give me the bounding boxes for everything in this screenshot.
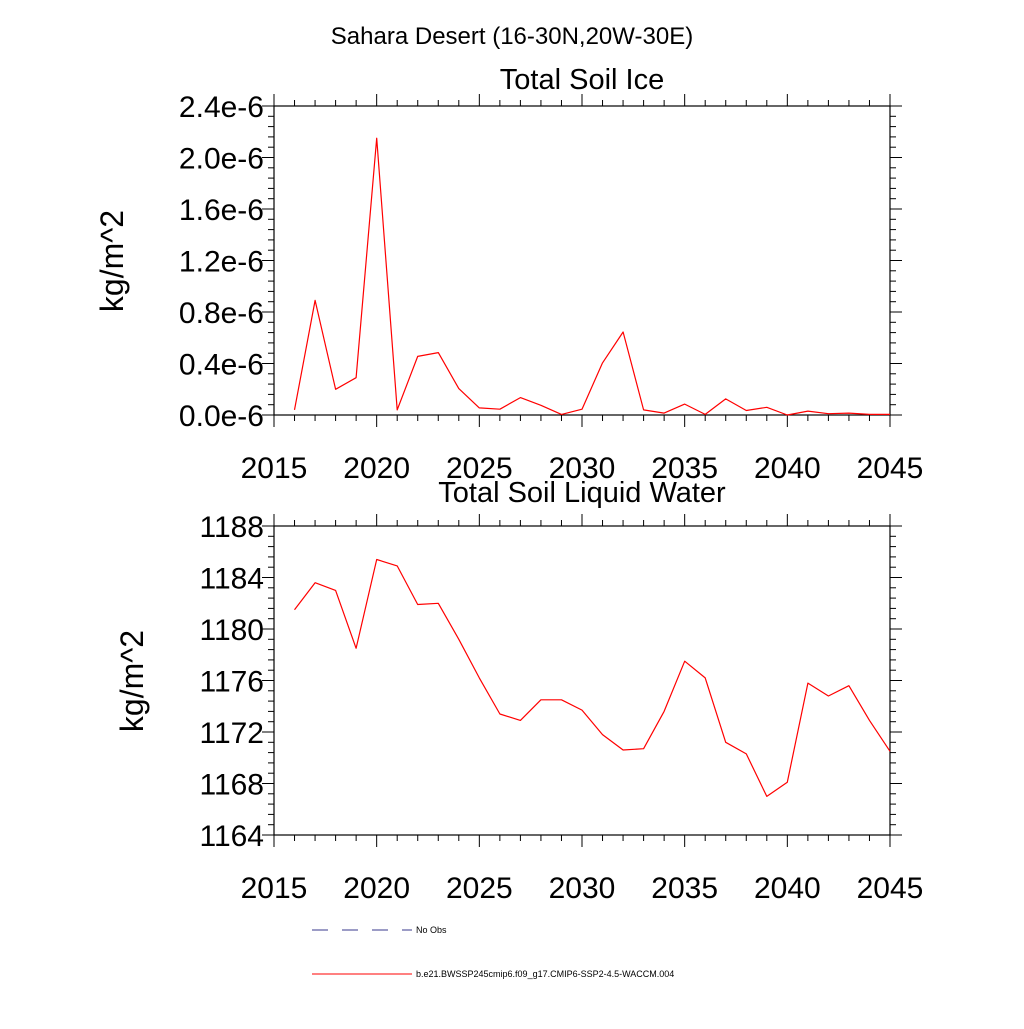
soil-water-y-tick-label: 1180 xyxy=(199,614,264,647)
soil-water-y-axis-label: kg/m^2 xyxy=(114,630,150,732)
soil-ice-chart: Total Soil Ice kg/m^2 2015 2020 2025 2030 20… xyxy=(94,64,923,485)
soil-ice-marks: 2015 2020 2025 2030 2035 2040 2045 0.0e-6 0.4e-6… xyxy=(179,91,923,485)
legend-no-obs-label: No Obs xyxy=(416,925,447,935)
soil-water-x-tick-label: 2015 xyxy=(241,872,308,905)
soil-ice-x-tick-label: 2015 xyxy=(241,452,308,485)
soil-ice-y-tick-label: 2.4e-6 xyxy=(179,91,264,124)
soil-ice-series-line xyxy=(293,137,890,416)
soil-water-series-line xyxy=(294,558,891,798)
soil-water-y-tick-label: 1172 xyxy=(199,717,264,750)
soil-ice-y-tick-label: 0.4e-6 xyxy=(179,349,264,382)
soil-ice-y-axis-label: kg/m^2 xyxy=(94,210,130,312)
soil-ice-x-tick-label: 2040 xyxy=(754,452,821,485)
soil-ice-x-tick-label: 2030 xyxy=(549,452,616,485)
soil-water-chart: Total Soil Liquid Water kg/m^2 2015 2020 2… xyxy=(114,477,923,905)
soil-water-chart-title: Total Soil Liquid Water xyxy=(438,477,726,509)
soil-water-x-tick-label: 2025 xyxy=(446,872,513,905)
soil-ice-y-tick-label: 0.0e-6 xyxy=(179,400,264,433)
soil-ice-x-tick-label: 2025 xyxy=(446,452,513,485)
soil-ice-x-tick-label: 2045 xyxy=(857,452,924,485)
soil-ice-x-tick-label: 2035 xyxy=(651,452,718,485)
soil-water-y-tick-label: 1164 xyxy=(199,820,264,853)
figure-title: Sahara Desert (16-30N,20W-30E) xyxy=(331,23,693,50)
soil-water-x-tick-label: 2040 xyxy=(754,872,821,905)
legend-model-label: b.e21.BWSSP245cmip6.f09_g17.CMIP6-SSP2-4… xyxy=(416,969,674,979)
soil-water-plot-frame xyxy=(273,525,891,836)
soil-ice-y-tick-label: 1.2e-6 xyxy=(179,246,264,279)
soil-water-y-tick-label: 1176 xyxy=(199,666,264,699)
soil-ice-y-tick-label: 1.6e-6 xyxy=(179,194,264,227)
soil-water-y-tick-label: 1188 xyxy=(199,511,264,544)
soil-water-x-tick-label: 2035 xyxy=(651,872,718,905)
soil-ice-chart-title: Total Soil Ice xyxy=(500,64,664,96)
soil-water-y-tick-label: 1168 xyxy=(199,769,264,802)
soil-water-marks: 2015 2020 2025 2030 2035 2040 2045 1164 1168 1172… xyxy=(199,511,923,905)
soil-water-x-tick-label: 2030 xyxy=(549,872,616,905)
soil-ice-y-tick-label: 2.0e-6 xyxy=(179,143,264,176)
legend: No Obs b.e21.BWSSP245cmip6.f09_g17.CMIP6… xyxy=(312,925,674,979)
soil-water-x-tick-label: 2045 xyxy=(857,872,924,905)
soil-water-y-tick-label: 1184 xyxy=(199,563,264,596)
soil-water-x-tick-label: 2020 xyxy=(343,872,410,905)
soil-ice-y-tick-label: 0.8e-6 xyxy=(179,297,264,330)
soil-ice-x-tick-label: 2020 xyxy=(343,452,410,485)
